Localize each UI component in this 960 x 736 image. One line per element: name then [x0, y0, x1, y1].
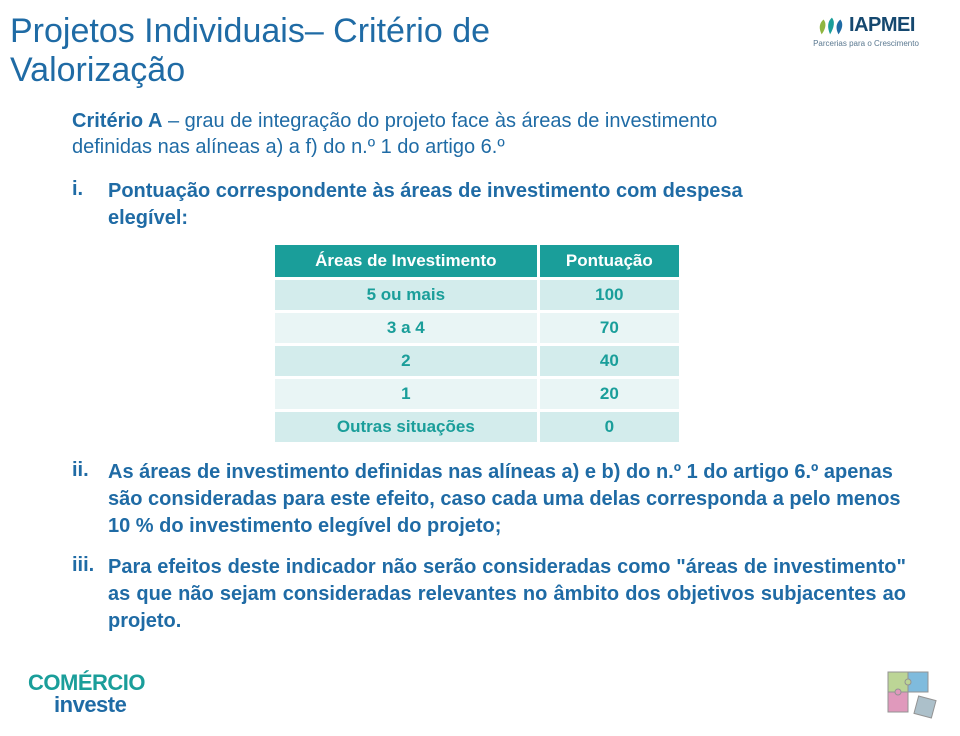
- footer-logo: COMÉRCIO investe: [28, 670, 145, 718]
- cell: 1: [274, 378, 539, 411]
- title-block: Projetos Individuais– Critério de Valori…: [0, 8, 796, 90]
- item-i: i. Pontuação correspondente às áreas de …: [72, 178, 906, 232]
- inv-prefix: in: [54, 692, 73, 717]
- inv-v: v: [73, 692, 85, 717]
- investment-table: Áreas de Investimento Pontuação 5 ou mai…: [272, 242, 682, 445]
- leaves-icon: [817, 15, 845, 37]
- table-header-row: Áreas de Investimento Pontuação: [274, 244, 681, 279]
- item-i-text-1: Pontuação correspondente às áreas de inv…: [108, 180, 743, 202]
- table-row: 5 ou mais 100: [274, 279, 681, 312]
- cell: 70: [538, 312, 680, 345]
- logo-text: IAPMEI: [849, 14, 915, 37]
- criterion-desc-2: definidas nas alíneas a) a f) do n.º 1 d…: [72, 134, 906, 160]
- cell: 0: [538, 411, 680, 444]
- cell: 40: [538, 345, 680, 378]
- cell: 20: [538, 378, 680, 411]
- puzzle-icon: [880, 664, 940, 724]
- table-row: 1 20: [274, 378, 681, 411]
- item-iii-body: Para efeitos deste indicador não serão c…: [108, 554, 906, 635]
- roman-i: i.: [72, 178, 98, 232]
- item-iii: iii. Para efeitos deste indicador não se…: [72, 554, 906, 635]
- item-ii-body: As áreas de investimento definidas nas a…: [108, 459, 906, 540]
- item-i-body: Pontuação correspondente às áreas de inv…: [108, 178, 743, 232]
- criterion-desc-1: – grau de integração do projeto face às …: [162, 110, 717, 132]
- cell: 3 a 4: [274, 312, 539, 345]
- logo-iapmei: IAPMEI Parcerias para o Crescimento: [796, 8, 936, 48]
- inv-suffix: este: [84, 692, 126, 717]
- th-areas: Áreas de Investimento: [274, 244, 539, 279]
- table-row: 3 a 4 70: [274, 312, 681, 345]
- item-ii: ii. As áreas de investimento definidas n…: [72, 459, 906, 540]
- table-row: Outras situações 0: [274, 411, 681, 444]
- criterion-heading: Critério A – grau de integração do proje…: [72, 108, 906, 134]
- cell: 100: [538, 279, 680, 312]
- item-list: i. Pontuação correspondente às áreas de …: [72, 178, 906, 635]
- content-area: Critério A – grau de integração do proje…: [0, 90, 960, 635]
- th-pontuacao: Pontuação: [538, 244, 680, 279]
- logo-subtitle: Parcerias para o Crescimento: [813, 39, 919, 48]
- item-i-text-2: elegível:: [108, 207, 188, 229]
- roman-ii: ii.: [72, 459, 98, 540]
- footer-line-2: investe: [28, 692, 145, 718]
- cell: 2: [274, 345, 539, 378]
- logo-top: IAPMEI: [817, 14, 915, 37]
- roman-iii: iii.: [72, 554, 98, 635]
- table-row: 2 40: [274, 345, 681, 378]
- title-line-1: Projetos Individuais– Critério de: [4, 12, 796, 51]
- cell: Outras situações: [274, 411, 539, 444]
- criterion-label: Critério A: [72, 110, 162, 132]
- cell: 5 ou mais: [274, 279, 539, 312]
- header: Projetos Individuais– Critério de Valori…: [0, 0, 960, 90]
- title-line-2: Valorização: [4, 51, 796, 90]
